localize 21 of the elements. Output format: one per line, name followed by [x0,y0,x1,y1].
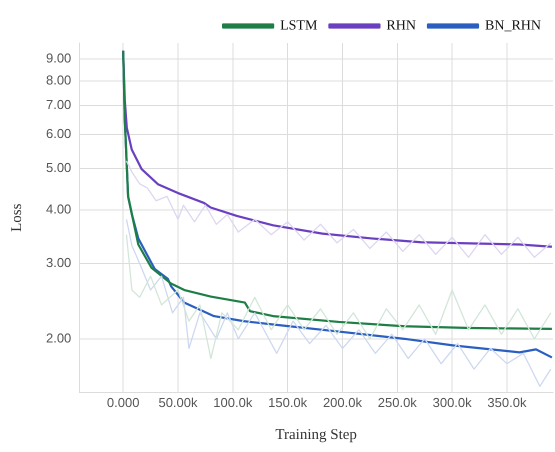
y-tick-label: 3.00 [46,254,72,270]
y-tick-label: 6.00 [46,126,72,141]
y-axis-title: Loss [8,203,25,232]
x-tick-label: 150.0k [268,394,308,410]
x-tick-label: 0.000 [106,394,140,410]
y-tick-label: 5.00 [46,160,72,175]
y-tick-label: 9.00 [46,50,72,66]
y-tick-label: 4.00 [46,201,72,216]
y-tick-label: 8.00 [46,72,72,88]
y-tick-label: 2.00 [46,330,72,346]
legend-label: LSTM [280,18,318,34]
x-tick-label: 100.0k [213,394,253,410]
x-tick-label: 50.00k [158,394,198,410]
legend-label: BN_RHN [484,18,542,34]
y-tick-label: 7.00 [46,97,72,112]
x-tick-label: 300.0k [432,394,472,410]
legend-label: RHN [386,18,416,34]
x-tick-label: 200.0k [322,394,362,410]
x-tick-label: 250.0k [378,394,418,410]
x-axis-title: Training Step [275,426,357,443]
x-tick-label: 350.0k [487,394,527,410]
